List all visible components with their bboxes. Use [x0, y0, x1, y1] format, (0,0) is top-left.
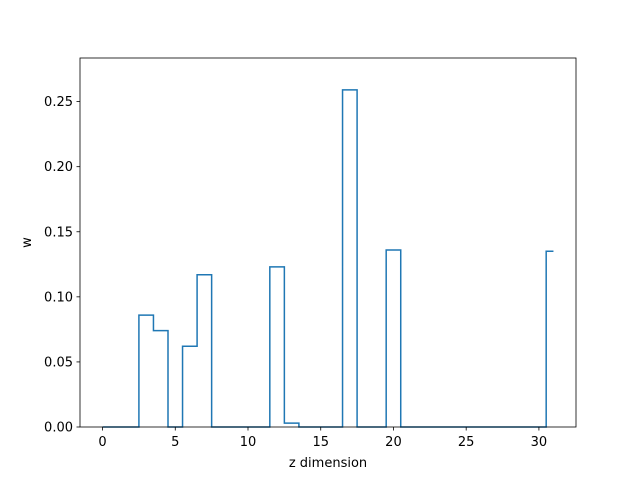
y-axis-label: w [20, 237, 35, 248]
x-tick-label: 30 [531, 435, 548, 450]
plot-area [102, 89, 554, 428]
y-tick-label: 0.00 [44, 421, 73, 436]
x-tick-label: 15 [312, 435, 329, 450]
y-tick-label: 0.15 [44, 225, 73, 240]
x-tick-label: 10 [240, 435, 257, 450]
x-tick-label: 0 [98, 435, 106, 450]
y-tick-label: 0.10 [44, 290, 73, 305]
series-line-0 [102, 89, 554, 428]
axes-frame [79, 57, 577, 428]
x-tick-label: 5 [171, 435, 179, 450]
y-tick-label: 0.25 [44, 95, 73, 110]
y-tick-label: 0.20 [44, 160, 73, 175]
x-axis-label: z dimension [289, 456, 367, 471]
x-axis: 0 5 10 15 20 25 30 [98, 427, 547, 450]
y-axis: 0.00 0.05 0.10 0.15 0.20 0.25 [44, 95, 80, 436]
y-tick-label: 0.05 [44, 355, 73, 370]
x-tick-label: 20 [385, 435, 402, 450]
x-tick-label: 25 [458, 435, 475, 450]
